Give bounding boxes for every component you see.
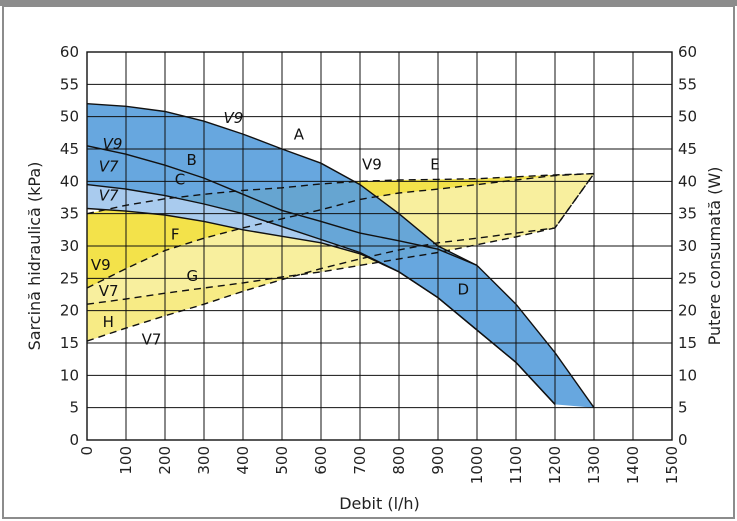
- head-curve-3: [86, 207, 556, 405]
- tick-labels: 0510152025303540455055600510152025303540…: [60, 43, 697, 484]
- x-tick-label-7: 700: [351, 446, 369, 475]
- curve-label-13: V9: [91, 256, 111, 274]
- x-tick-label-2: 200: [156, 446, 174, 475]
- head-region-a: [87, 103, 594, 408]
- curve-label-4: E: [430, 156, 439, 174]
- y-tick-label-0: 0: [69, 431, 79, 449]
- y-tick-label-8: 40: [60, 172, 79, 190]
- y2-tick-label-1: 5: [678, 399, 688, 417]
- y-tick-label-2: 10: [60, 366, 79, 384]
- plot-border: [86, 51, 673, 441]
- curve-label-0: A: [294, 125, 305, 143]
- power-curve-3: [86, 173, 595, 305]
- curve-label-6: G: [186, 267, 198, 285]
- x-tick-label-13: 1300: [585, 446, 603, 484]
- y2-tick-label-11: 55: [678, 75, 697, 93]
- curve-label-8: V9: [224, 109, 244, 127]
- power-curve-2: [86, 172, 595, 289]
- x-tick-label-8: 800: [390, 446, 408, 475]
- y-tick-label-10: 50: [60, 108, 79, 126]
- power-region-h: [87, 173, 594, 342]
- x-tick-label-3: 300: [195, 446, 213, 475]
- y-tick-label-3: 15: [60, 334, 79, 352]
- curve-label-3: D: [458, 281, 470, 299]
- x-tick-label-11: 1100: [507, 446, 525, 484]
- y2-tick-label-2: 10: [678, 366, 697, 384]
- x-tick-label-14: 1400: [624, 446, 642, 484]
- y-tick-label-12: 60: [60, 43, 79, 61]
- y2-tick-label-10: 50: [678, 108, 697, 126]
- power-curve-1: [86, 173, 595, 342]
- y-axis-title: Sarcină hidraulică (kPa): [25, 162, 44, 351]
- curve-label-2: C: [175, 171, 185, 189]
- x-tick-label-1: 100: [117, 446, 135, 475]
- y-tick-label-7: 35: [60, 205, 79, 223]
- curve-label-7: H: [103, 313, 114, 331]
- y2-axis-title: Putere consumată (W): [705, 167, 724, 346]
- x-tick-label-15: 1500: [663, 446, 681, 484]
- y2-tick-label-9: 45: [678, 140, 697, 158]
- y2-tick-label-7: 35: [678, 205, 697, 223]
- x-tick-label-12: 1200: [546, 446, 564, 484]
- curve-labels: A BC D E F G H V9 V9 V7 V7 V9 V9 V7 V7: [91, 109, 469, 348]
- y-tick-label-11: 55: [60, 75, 79, 93]
- y-tick-label-4: 20: [60, 302, 79, 320]
- x-tick-label-4: 400: [234, 446, 252, 475]
- curve-label-1: B: [186, 151, 196, 169]
- curve-label-10: V7: [99, 158, 119, 176]
- curve-label-15: V7: [142, 330, 162, 348]
- x-axis-title: Debit (l/h): [339, 494, 420, 513]
- y2-tick-label-4: 20: [678, 302, 697, 320]
- y2-tick-label-0: 0: [678, 431, 688, 449]
- y-tick-label-5: 25: [60, 269, 79, 287]
- y-tick-label-6: 30: [60, 237, 79, 255]
- curve-label-11: V7: [99, 187, 119, 205]
- head-curve-0: [86, 103, 595, 409]
- power-curve-0: [86, 172, 595, 215]
- y2-tick-label-8: 40: [678, 172, 697, 190]
- y-tick-label-9: 45: [60, 140, 79, 158]
- series-lines: [86, 103, 595, 409]
- curve-label-14: V7: [99, 282, 119, 300]
- outer-frame: [2, 5, 735, 519]
- x-tick-label-9: 900: [429, 446, 447, 475]
- x-tick-label-0: 0: [78, 446, 96, 456]
- curve-label-9: V9: [103, 135, 123, 153]
- curve-label-5: F: [171, 226, 180, 244]
- x-tick-label-5: 500: [273, 446, 291, 475]
- x-tick-label-6: 600: [312, 446, 330, 475]
- y2-tick-label-3: 15: [678, 334, 697, 352]
- grid-lines: [86, 51, 673, 441]
- head-region-c: [87, 184, 555, 405]
- y2-tick-label-5: 25: [678, 269, 697, 287]
- area-fills: [87, 103, 594, 408]
- top-border-bar: [0, 0, 737, 6]
- y2-tick-label-6: 30: [678, 237, 697, 255]
- x-tick-label-10: 1000: [468, 446, 486, 484]
- y2-tick-label-12: 60: [678, 43, 697, 61]
- y-tick-label-1: 5: [69, 399, 79, 417]
- curve-label-12: V9: [362, 156, 382, 174]
- head-curve-1: [86, 145, 478, 267]
